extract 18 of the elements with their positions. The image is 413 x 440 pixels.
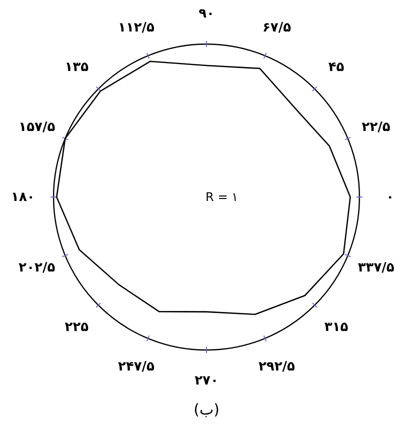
spoke-label: ۴۵ [328,60,344,76]
text: R = ۱ [206,190,238,204]
spoke-label: ۰ [386,190,394,206]
spoke-label: ۱۳۵ [64,60,89,76]
text: (ب) [194,400,220,419]
spoke-label: ۲۴۷/۵ [118,360,155,375]
spoke-label: ۲۰۲/۵ [18,260,56,276]
spoke-label: ۲۲۵ [64,320,89,335]
spoke-label: ۶۷/۵ [262,20,292,36]
spoke-label: ۳۳۷/۵ [358,260,394,276]
spoke-label: ۱۵۷/۵ [18,120,56,135]
spoke-label: ۲۷۰ [194,374,218,389]
spoke-label: ۲۹۲/۵ [258,360,296,375]
spoke-label: ۱۱۲/۵ [118,20,155,36]
spoke-label: ۲۲/۵ [362,120,390,135]
spoke-label: ۹۰ [198,6,214,22]
spoke-label: ۳۱۵ [324,320,348,335]
spoke-label: ۱۸۰ [11,190,35,206]
